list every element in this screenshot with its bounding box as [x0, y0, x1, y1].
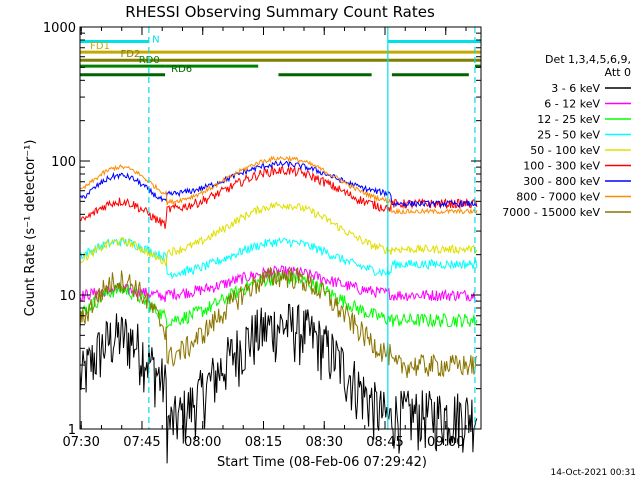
plot-frame — [79, 26, 482, 430]
series-line — [79, 201, 478, 267]
series-line — [79, 265, 478, 303]
legend-header: Det 1,3,4,5,6,9, — [545, 53, 631, 66]
legend-header: Att 0 — [605, 66, 631, 79]
series-line — [79, 237, 478, 280]
series-line — [79, 159, 477, 208]
legend: Det 1,3,4,5,6,9,Att 0 3 - 6 keV 6 - 12 keV… — [502, 53, 631, 219]
legend-label: 7000 - 15000 keV — [502, 206, 600, 219]
y-tick-label: 10 — [59, 289, 76, 304]
x-tick-label: 07:30 — [62, 435, 99, 450]
x-tick-label: 07:45 — [123, 435, 160, 450]
x-tick-label: 08:00 — [184, 435, 221, 450]
legend-label: 800 - 7000 keV — [516, 191, 600, 204]
vertical-markers — [148, 27, 476, 429]
flag-label-n: N — [152, 34, 159, 45]
y-axis-label: Count Rate (s⁻¹ detector⁻¹) — [23, 140, 38, 317]
legend-label: 25 - 50 keV — [537, 129, 600, 142]
legend-label: 100 - 300 keV — [523, 160, 600, 173]
timestamp: 14-Oct-2021 00:31 — [551, 468, 636, 478]
flag-label-fd1: FD1 — [90, 41, 110, 52]
x-tick-label: 08:45 — [366, 435, 403, 450]
x-tick-label: 08:15 — [245, 435, 282, 450]
legend-label: 50 - 100 keV — [530, 144, 600, 157]
series-line — [79, 164, 478, 229]
series-line — [80, 155, 478, 215]
legend-label: 12 - 25 keV — [537, 113, 600, 126]
series-lines — [79, 155, 478, 464]
chart-title: RHESSI Observing Summary Count Rates — [125, 3, 435, 21]
x-tick-label: 08:30 — [306, 435, 343, 450]
flag-bars: NFD1FD2RD0RD6 — [80, 34, 481, 77]
flag-label-fd2: FD2 — [121, 49, 141, 60]
series-line — [79, 266, 478, 378]
x-axis-label: Start Time (08-Feb-06 07:29:42) — [217, 455, 427, 470]
x-tick-label: 09:00 — [427, 435, 464, 450]
legend-label: 6 - 12 keV — [544, 98, 600, 111]
flag-label-rd6: RD6 — [171, 64, 192, 75]
series-line — [79, 271, 478, 330]
axes: 07:30 07:45 08:00 08:15 08:30 08:45 09:00 1 10 10… — [43, 21, 481, 450]
legend-label: 300 - 800 keV — [523, 175, 600, 188]
y-tick-label: 100 — [51, 155, 76, 170]
y-tick-label: 1000 — [43, 21, 76, 36]
series-line — [79, 303, 478, 464]
y-tick-label: 1 — [68, 423, 76, 438]
legend-label: 3 - 6 keV — [551, 82, 600, 95]
